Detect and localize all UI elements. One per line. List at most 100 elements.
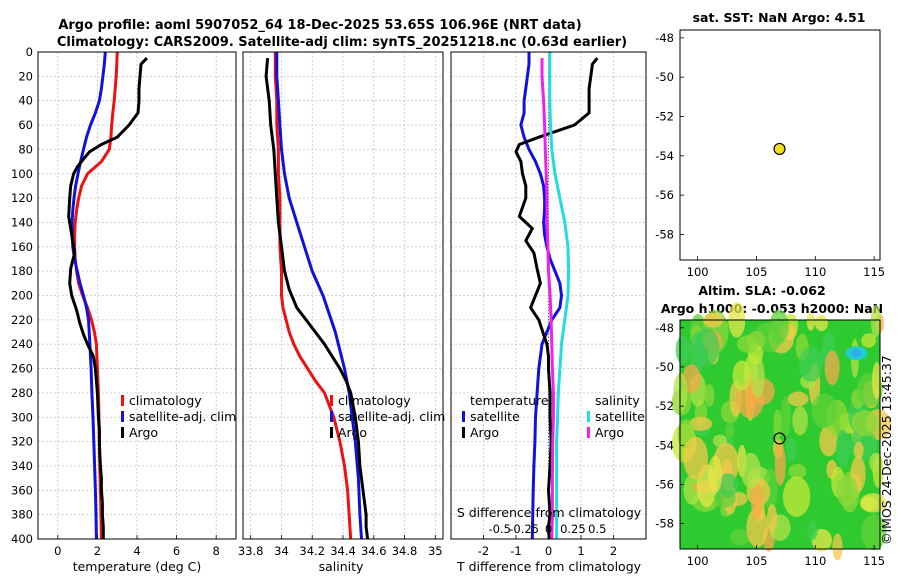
- x-tick-label: 0: [54, 544, 61, 558]
- heatmap-cell: [814, 315, 828, 332]
- heatmap-cell: [689, 416, 713, 431]
- y-tick-label: -54: [655, 149, 674, 163]
- heatmap-cell: [780, 396, 791, 437]
- sla-map-title-line1: Altim. SLA: -0.062: [698, 283, 825, 298]
- series-line-argo: [67, 57, 148, 539]
- series-line-climatology: [273, 52, 353, 540]
- y-tick-label: -52: [655, 399, 674, 413]
- series-line-argo: [264, 57, 370, 540]
- x-tick-label: -2: [478, 544, 489, 558]
- heatmap-cell: [683, 436, 709, 480]
- map-frame: [679, 29, 881, 261]
- x-tick-label: 2: [610, 544, 617, 558]
- legend-t-argo: Argo: [470, 425, 499, 440]
- x-tick-label: 34.6: [361, 544, 387, 558]
- legend-mark-s-argo: [587, 427, 590, 438]
- y-tick-label: 40: [18, 94, 33, 108]
- legend-mark-argo: [121, 427, 124, 438]
- heatmap-cell: [729, 529, 750, 546]
- heatmap-cell: [861, 333, 877, 348]
- legend-mark-s-satellite: [587, 411, 590, 422]
- heatmap-cell: [741, 452, 761, 489]
- heatmap-cell: [832, 533, 843, 561]
- legend-mark-satellite: [330, 411, 333, 422]
- x-tick-label: 105: [745, 265, 767, 279]
- y-tick-label: 320: [11, 435, 33, 449]
- series-line-temperature-satellite: [519, 52, 563, 540]
- y-tick-label: -50: [655, 70, 674, 84]
- x-tick-label-salinity: 0.25: [560, 522, 586, 536]
- legend-mark-climatology: [330, 395, 333, 406]
- sla-map-title-line2: Argo h1000: -0.053 h2000: NaN: [661, 301, 883, 316]
- heatmap-cell: [788, 463, 807, 479]
- x-tick-label: -1: [510, 544, 521, 558]
- heatmap-cell: [737, 335, 759, 353]
- x-tick-label: 100: [687, 554, 709, 568]
- y-tick-label: 0: [26, 45, 33, 59]
- legend-mark-argo: [330, 427, 333, 438]
- heatmap-cell: [708, 455, 723, 494]
- heatmap-cell: [806, 312, 816, 331]
- salinity-legend: climatology satellite-adj. clim Argo: [330, 393, 445, 440]
- x-tick-label-salinity: 0.5: [588, 522, 606, 536]
- difference-xlabel: T difference from climatology: [456, 559, 642, 574]
- y-tick-label: 180: [11, 264, 33, 278]
- x-tick-label: 1: [577, 544, 584, 558]
- x-tick-label: 33.8: [238, 544, 264, 558]
- x-tick-label-salinity: -0.25: [509, 522, 539, 536]
- heatmap-cell: [782, 476, 811, 517]
- x-tick-label: 110: [804, 554, 826, 568]
- heatmap-cell: [852, 409, 878, 437]
- y-tick-label: 240: [11, 337, 33, 351]
- x-tick-label-salinity: 0: [545, 522, 552, 536]
- heatmap-cell: [799, 347, 823, 382]
- legend-mark-climatology: [121, 395, 124, 406]
- heatmap-cell: [675, 335, 691, 364]
- y-tick-label: 260: [11, 362, 33, 376]
- y-tick-label: 400: [11, 532, 33, 546]
- y-tick-label: -58: [655, 517, 674, 531]
- heatmap-cell: [824, 350, 840, 386]
- sst-map: 100 105 110 115 -48 -50 -52 -54 -56 -58: [655, 29, 885, 279]
- legend-satellite-adj: satellite-adj. clim: [338, 409, 445, 424]
- map-frame: [679, 319, 881, 550]
- title-line2: Climatology: CARS2009. Satellite-adj cli…: [57, 35, 627, 50]
- heatmap-cell: [774, 444, 786, 486]
- y-tick-label: 360: [11, 483, 33, 497]
- y-tick-label: 300: [11, 410, 33, 424]
- legend-mark-satellite: [121, 411, 124, 422]
- y-tick-label: 380: [11, 508, 33, 522]
- x-tick-label-salinity: -0.5: [489, 522, 511, 536]
- y-tick-label: 160: [11, 240, 33, 254]
- watermark: ©IMOS 24-Dec-2025 13:45:37: [879, 355, 894, 545]
- x-tick-label: 100: [687, 265, 709, 279]
- heatmap-cell: [870, 305, 881, 338]
- heatmap-cell: [786, 437, 797, 463]
- heatmap-cell: [853, 441, 864, 459]
- difference-xlabel-salinity: S difference from climatology: [457, 505, 642, 520]
- legend-mark-t-satellite: [462, 411, 465, 422]
- y-tick-label: 340: [11, 459, 33, 473]
- heatmap-cell: [732, 360, 751, 391]
- y-tick-label: 20: [18, 69, 33, 83]
- x-tick-label: 34.4: [330, 544, 356, 558]
- y-tick-label: 120: [11, 191, 33, 205]
- sla-map: 100 105 110 115 -48 -50 -52 -54 -56 -58: [655, 302, 891, 568]
- temperature-xlabel: temperature (deg C): [73, 559, 202, 574]
- legend-argo: Argo: [129, 425, 158, 440]
- x-tick-label: 35: [428, 544, 443, 558]
- heatmap-cell: [811, 393, 837, 429]
- heatmap-cell: [694, 328, 720, 367]
- y-tick-label: 220: [11, 313, 33, 327]
- x-tick-label: 4: [133, 544, 140, 558]
- y-tick-label: -50: [655, 360, 674, 374]
- y-tick-label: -54: [655, 438, 674, 452]
- x-tick-label: 34.2: [299, 544, 325, 558]
- x-tick-label: 2: [94, 544, 101, 558]
- argo-location-point: [773, 432, 786, 445]
- heatmap-cell: [851, 349, 862, 357]
- sst-map-title: sat. SST: NaN Argo: 4.51: [693, 10, 866, 25]
- x-tick-label: 115: [863, 554, 885, 568]
- difference-panel: -2 -1 0 1 2 -0.5-0.25 0 0.25 0.5: [450, 51, 647, 558]
- x-tick-label: 0: [545, 544, 552, 558]
